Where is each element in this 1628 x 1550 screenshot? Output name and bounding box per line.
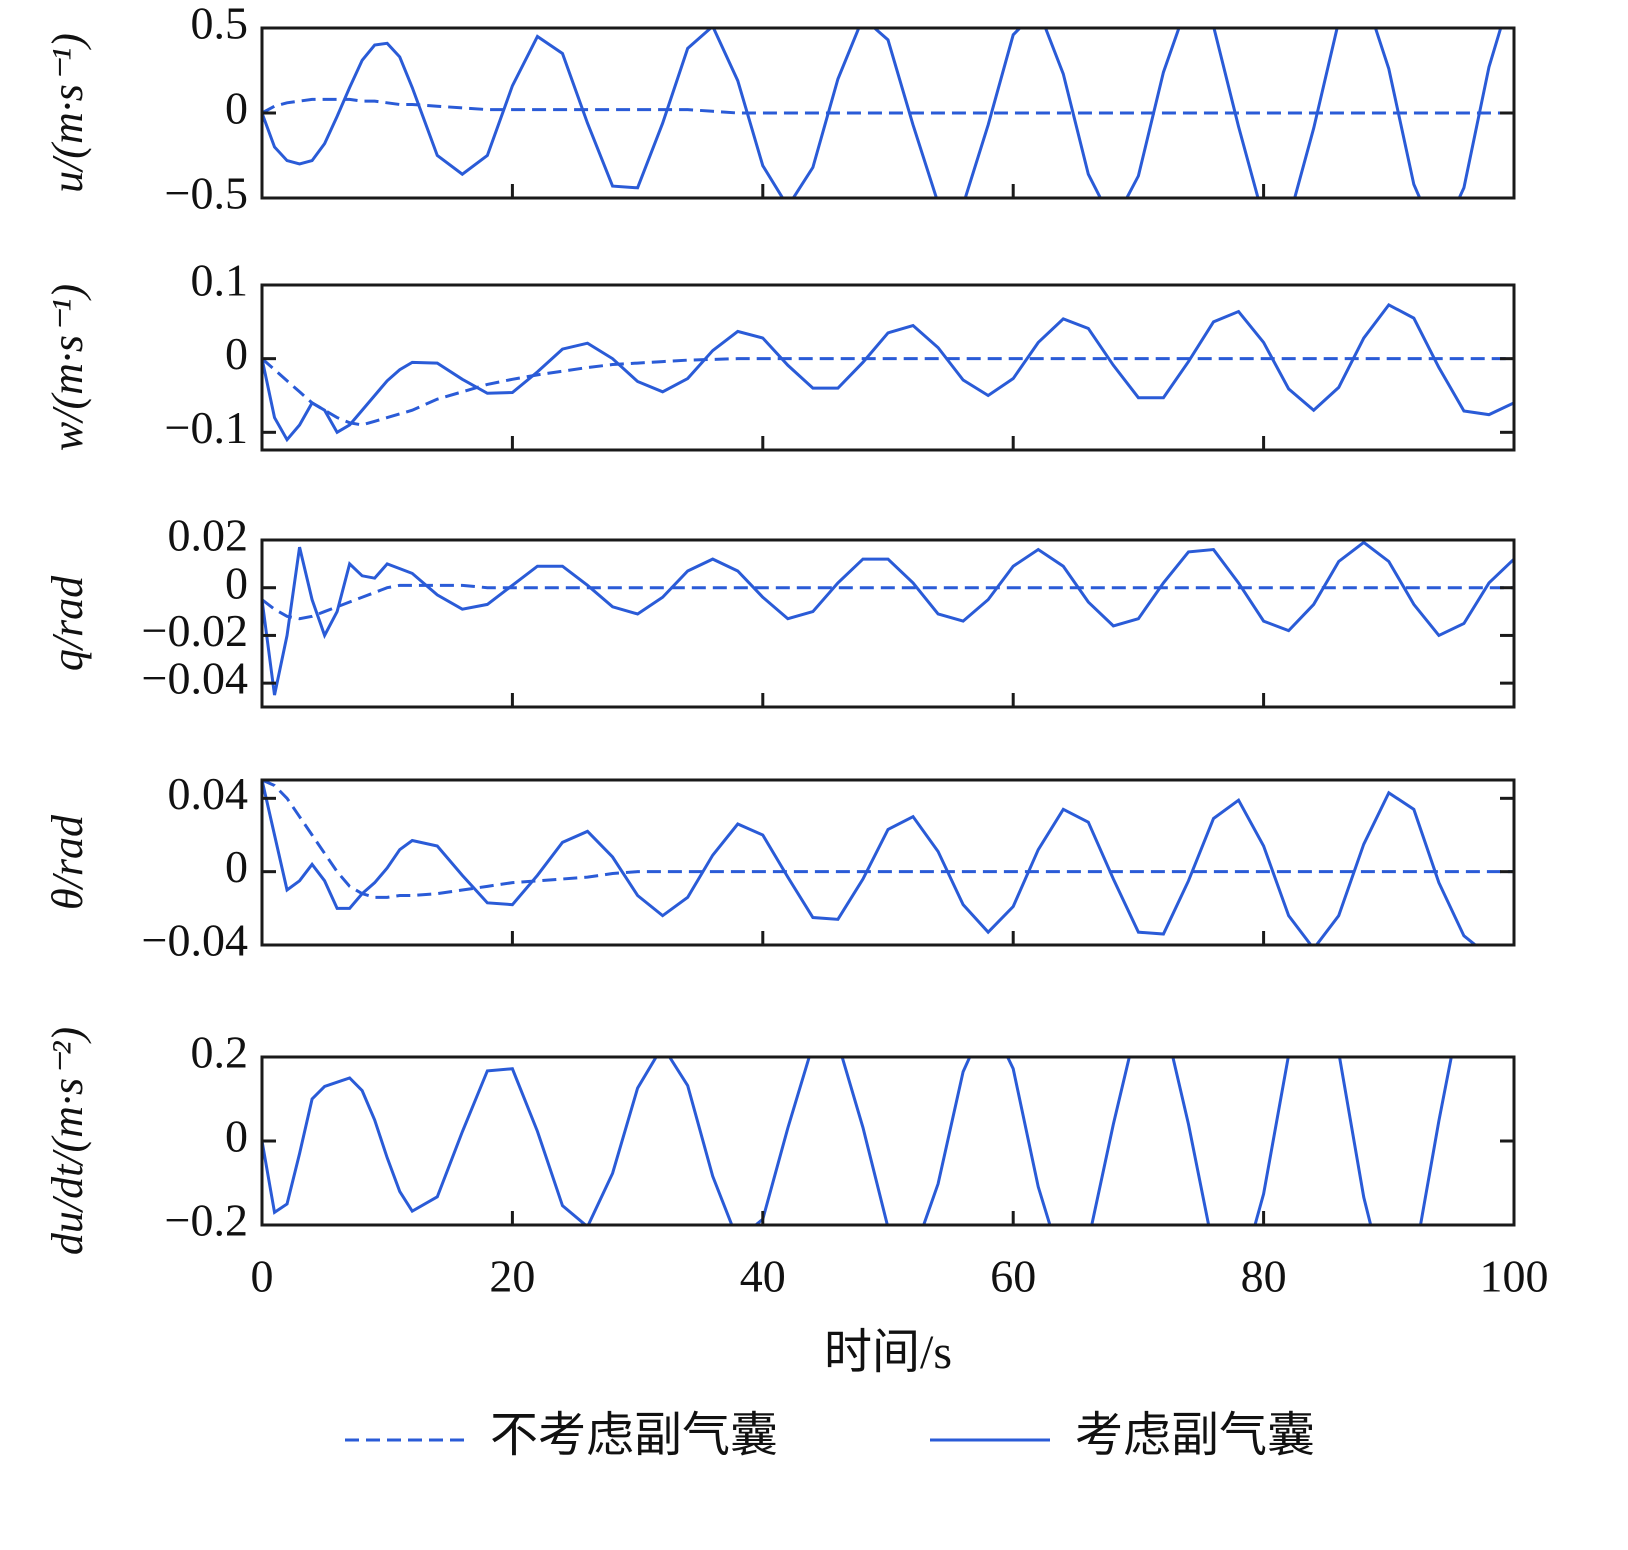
series-line	[262, 28, 1503, 198]
y-tick-label: 0	[225, 83, 248, 134]
x-tick-label: 60	[990, 1251, 1036, 1302]
legend-label: 不考虑副气囊	[490, 1409, 778, 1462]
plot-lines	[262, 302, 1514, 443]
x-tick-label: 0	[251, 1251, 274, 1302]
series-line	[262, 97, 1514, 115]
y-axis-label: u/(m·s⁻¹)	[43, 33, 92, 193]
series-line	[262, 780, 1514, 899]
x-axis-label: 时间/s	[824, 1326, 952, 1379]
series-line	[262, 583, 1514, 621]
y-tick-label: 0.1	[191, 255, 249, 306]
y-tick-label: −0.04	[142, 915, 248, 966]
plot-lines	[262, 540, 1514, 696]
series-line	[262, 302, 1514, 443]
y-axis-label: du/dt/(m·s⁻²)	[43, 1027, 92, 1255]
y-axis-label: w/(m·s⁻¹)	[43, 284, 92, 451]
plot-frame	[260, 538, 1516, 709]
y-tick-label: −0.1	[165, 402, 248, 453]
legend-label: 考虑副气囊	[1075, 1409, 1315, 1462]
y-tick-label: 0.5	[191, 0, 249, 49]
y-axis-label: q/rad	[43, 575, 92, 671]
y-tick-label: 0	[225, 1111, 248, 1162]
plot-lines	[262, 28, 1514, 198]
y-tick-label: −0.04	[142, 653, 248, 704]
y-tick-label: 0.2	[191, 1027, 249, 1078]
y-axis-label: θ/rad	[43, 814, 92, 910]
y-tick-label: −0.2	[165, 1195, 248, 1246]
x-tick-label: 40	[740, 1251, 786, 1302]
series-line	[262, 540, 1514, 696]
y-tick-label: 0	[225, 841, 248, 892]
plot-frame	[260, 1055, 1516, 1227]
y-tick-label: 0.04	[168, 768, 249, 819]
plot-frame	[260, 26, 1516, 200]
plot-frame	[260, 283, 1516, 452]
y-tick-label: −0.02	[142, 605, 248, 656]
x-tick-label: 100	[1480, 1251, 1549, 1302]
y-tick-label: 0.02	[168, 510, 249, 561]
y-tick-label: 0	[225, 557, 248, 608]
x-tick-label: 20	[489, 1251, 535, 1302]
series-line	[262, 780, 1514, 945]
plot-lines	[262, 780, 1514, 945]
y-tick-label: −0.5	[165, 168, 248, 219]
y-tick-label: 0	[225, 328, 248, 379]
plot-frame	[260, 778, 1516, 947]
series-line	[262, 357, 1514, 427]
series-line	[262, 1057, 1453, 1225]
x-tick-label: 80	[1241, 1251, 1287, 1302]
plot-lines	[262, 1057, 1453, 1225]
